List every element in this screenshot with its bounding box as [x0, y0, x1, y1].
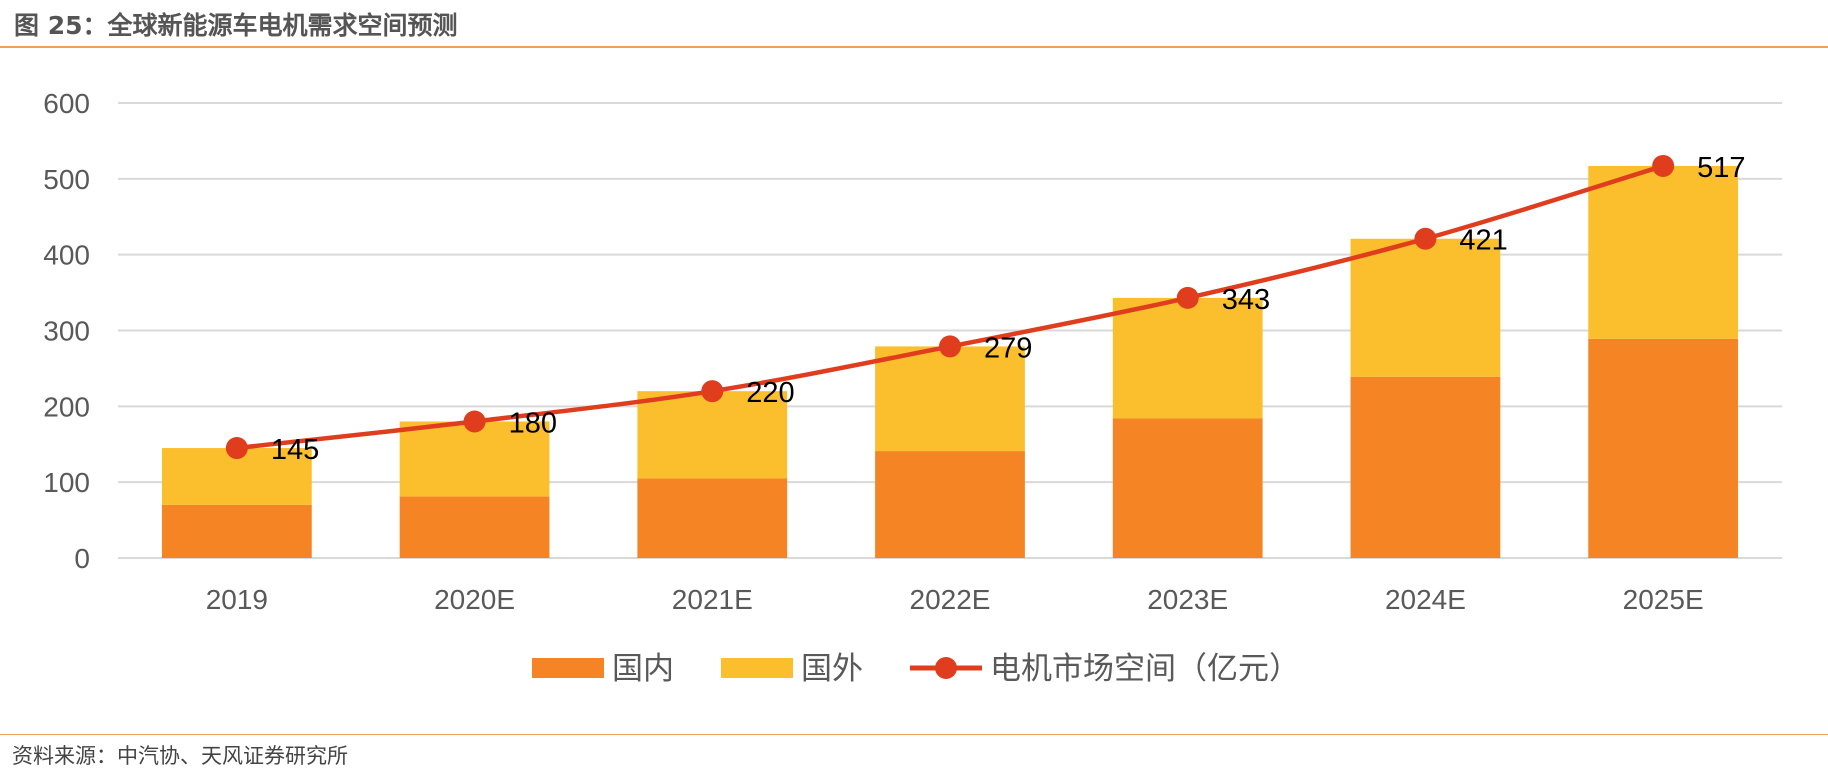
bar-overseas: [637, 391, 788, 479]
x-tick-label: 2022E: [910, 584, 991, 615]
legend: 国内 国外 电机市场空间（亿元）: [532, 651, 1300, 686]
line-marker: [1652, 154, 1675, 177]
line-marker: [701, 380, 724, 403]
line-marker: [225, 437, 248, 460]
bar-domestic: [875, 451, 1025, 558]
figure-header: 图 25：全球新能源车电机需求空间预测: [0, 0, 1828, 48]
bar-overseas: [1588, 165, 1739, 339]
bar-overseas: [1112, 297, 1263, 419]
line-marker: [939, 335, 961, 358]
legend-label-overseas: 国外: [801, 651, 863, 686]
data-label: 421: [1459, 225, 1507, 257]
line-marker: [1176, 286, 1199, 309]
data-label: 145: [271, 434, 319, 466]
y-tick-label: 200: [43, 391, 90, 422]
x-tick-label: 2021E: [672, 584, 753, 615]
figure-title: 图 25：全球新能源车电机需求空间预测: [14, 11, 458, 40]
data-label-layer: 145 180 220 279 343 421 517: [271, 152, 1746, 466]
x-tick-label: 2024E: [1385, 584, 1466, 615]
bar-overseas: [1350, 238, 1501, 377]
y-tick-label: 0: [74, 543, 90, 574]
bar-domestic: [1350, 376, 1501, 558]
legend-marker-total: [935, 657, 957, 679]
bar-domestic: [1112, 418, 1263, 558]
data-label: 180: [509, 408, 557, 440]
data-label: 343: [1222, 284, 1270, 316]
figure-source: 资料来源：中汽协、天风证券研究所: [12, 744, 348, 768]
y-tick-label: 100: [43, 467, 90, 498]
line-marker: [1414, 227, 1437, 250]
bar-overseas: [399, 421, 550, 497]
chart: 0 100 200 300 400 500 600 145 180 220 279 343 421 51…: [43, 88, 1782, 686]
legend-label-total: 电机市场空间（亿元）: [990, 651, 1300, 686]
line-layer: [225, 154, 1675, 460]
y-axis-ticks: 0 100 200 300 400 500 600: [43, 88, 90, 574]
y-tick-label: 300: [43, 316, 90, 347]
line-marker: [463, 410, 486, 433]
y-tick-label: 500: [43, 164, 90, 195]
x-tick-label: 2023E: [1147, 584, 1228, 615]
bar-domestic: [637, 478, 788, 558]
y-tick-label: 600: [43, 88, 90, 119]
legend-swatch-domestic: [532, 658, 604, 678]
bar-domestic: [1588, 338, 1739, 558]
bar-domestic: [161, 504, 312, 558]
legend-swatch-overseas: [721, 658, 793, 678]
bar-overseas: [875, 346, 1025, 452]
x-tick-label: 2019: [206, 584, 268, 615]
x-tick-label: 2020E: [434, 584, 515, 615]
data-label: 279: [984, 332, 1032, 364]
data-label: 517: [1697, 152, 1745, 184]
x-axis-ticks: 2019 2020E 2021E 2022E 2023E 2024E 2025E: [206, 584, 1704, 615]
legend-label-domestic: 国内: [612, 651, 674, 686]
bar-domestic: [399, 496, 550, 558]
data-label: 220: [746, 377, 794, 409]
x-tick-label: 2025E: [1623, 584, 1704, 615]
y-tick-label: 400: [43, 240, 90, 271]
figure-footer: 资料来源：中汽协、天风证券研究所: [0, 734, 1828, 768]
